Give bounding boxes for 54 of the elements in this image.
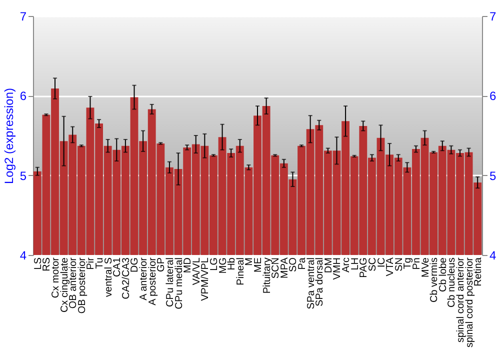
x-tick-label: LH — [350, 258, 361, 270]
x-tick-label: A posterior — [147, 256, 158, 306]
x-tick-label: RS — [42, 257, 53, 272]
x-tick-label: SPa dorsal — [314, 258, 326, 306]
x-tick-label: Pir — [86, 256, 97, 270]
y2-tick-label: 6 — [490, 89, 496, 104]
y-tick-label: 6 — [20, 89, 27, 104]
x-tick-label: Pineal — [235, 258, 246, 286]
x-tick-label: Cb lobe — [438, 257, 449, 292]
x-tick-label: SC — [367, 258, 378, 272]
x-tick-label: Cx cingulate — [59, 257, 70, 313]
x-tick-label: ventral S — [103, 257, 114, 297]
x-tick-label: MPA — [279, 257, 290, 278]
y2-tick-label: 5 — [490, 168, 496, 183]
x-tick-label: CA2/CA3 — [120, 257, 132, 300]
x-tick-label: Hb — [226, 257, 238, 270]
y-axis-title: Log2 (expression) — [2, 88, 16, 184]
x-tick-label: Pa — [297, 257, 308, 270]
x-tick-label: CA1 — [112, 257, 124, 277]
x-tick-label: DM — [323, 258, 334, 274]
x-tick-label: CPu lateral — [164, 258, 176, 307]
x-tick-label: IC — [376, 258, 388, 268]
x-tick-label: OB anterior — [68, 256, 80, 309]
x-tick-label: VTA — [385, 257, 396, 276]
y-tick-label: 7 — [20, 10, 27, 24]
y-tick-label: 4 — [20, 248, 27, 262]
y2-tick-label: 4 — [490, 248, 496, 262]
x-tick-label: Pn — [411, 258, 422, 270]
x-tick-label: OB posterior — [76, 256, 88, 314]
x-tick-label: Retina — [473, 257, 484, 286]
x-tick-label: SCN — [270, 258, 282, 279]
x-tick-label: VPM/VPL — [200, 257, 212, 301]
x-tick-label: LS — [32, 257, 44, 270]
x-tick-label: VMH — [332, 258, 344, 280]
x-tick-label: Arc — [341, 258, 352, 272]
x-tick-label: LG — [208, 257, 220, 271]
x-tick-label: Cb nucleus — [446, 258, 458, 308]
x-tick-label: SN — [394, 258, 405, 272]
x-tick-label: Tu — [94, 258, 106, 269]
x-tick-label: SO — [288, 257, 300, 272]
x-tick-label: Tg — [402, 258, 414, 270]
x-tick-label: GP — [156, 257, 168, 272]
y2-tick-label: 7 — [490, 10, 496, 24]
x-tick-label: spinal cord posterior — [464, 256, 476, 348]
x-tick-label: spinal cord anterior — [455, 256, 466, 343]
x-tick-label: PAG — [358, 257, 370, 278]
x-tick-label: DG — [130, 257, 141, 272]
x-tick-label: MVe — [420, 257, 432, 278]
y-tick-label: 5 — [20, 168, 27, 183]
x-tick-label: ME — [253, 257, 264, 272]
x-tick-label: CPu medial — [174, 258, 185, 310]
x-tick-label: A anterior — [138, 256, 150, 300]
x-tick-label: Pituitary — [262, 258, 273, 294]
x-tick-label: M — [244, 258, 256, 266]
